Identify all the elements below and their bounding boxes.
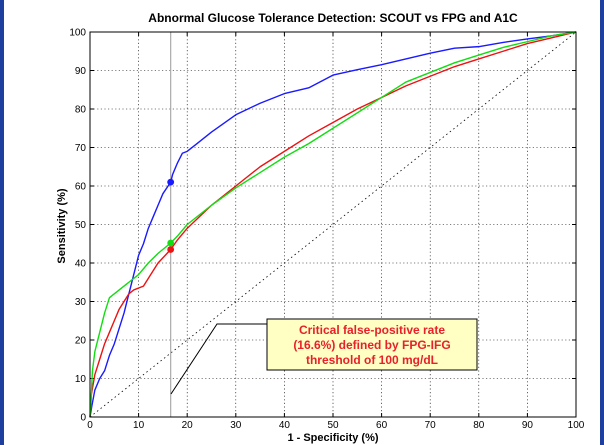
marker-layer xyxy=(167,178,175,253)
y-tick-label: 70 xyxy=(75,143,87,154)
y-tick-label: 20 xyxy=(75,336,87,347)
roc-curve-green xyxy=(89,31,577,418)
y-tick-label: 10 xyxy=(75,374,87,385)
x-axis-label: 1 - Specificity (%) xyxy=(287,432,378,444)
y-tick-label: 50 xyxy=(75,220,87,231)
x-tick-label: 70 xyxy=(425,420,437,431)
annotation-line-1: Critical false-positive rate xyxy=(299,323,445,337)
y-tick-label: 90 xyxy=(75,66,87,77)
x-tick-label: 80 xyxy=(473,420,485,431)
annotation-line-3: threshold of 100 mg/dL xyxy=(306,353,438,367)
left-frame-border xyxy=(0,0,4,445)
operating-point-marker-green xyxy=(167,239,175,247)
annotation-line-2: (16.6%) defined by FPG-IFG xyxy=(293,338,450,352)
x-tick-label: 60 xyxy=(376,420,388,431)
y-tick-label: 60 xyxy=(75,182,87,193)
tick-layer: 0 10 20 30 40 50 60 70 80 90 100 0 10 20 30 40 50 60 70 80 9… xyxy=(69,28,584,432)
roc-curve-blue xyxy=(89,31,577,418)
plot-frame xyxy=(89,31,577,418)
y-tick-label: 100 xyxy=(69,28,86,39)
right-frame-border xyxy=(600,0,604,445)
y-axis-label: Sensitivity (%) xyxy=(56,188,68,264)
chart-title: Abnormal Glucose Tolerance Detection: SC… xyxy=(148,11,518,25)
y-tick-label: 40 xyxy=(75,259,87,270)
x-tick-label: 40 xyxy=(279,420,291,431)
callout-pointer-line xyxy=(170,323,267,395)
y-tick-label: 80 xyxy=(75,105,87,116)
x-tick-label: 100 xyxy=(568,420,585,431)
x-tick-label: 20 xyxy=(182,420,194,431)
x-tick-label: 10 xyxy=(133,420,145,431)
operating-point-marker-red xyxy=(167,246,175,253)
operating-point-marker-blue xyxy=(167,178,175,186)
annotation-box xyxy=(266,318,478,371)
x-tick-label: 30 xyxy=(230,420,242,431)
x-tick-label: 50 xyxy=(327,420,339,431)
series-layer xyxy=(89,31,577,418)
y-tick-label: 30 xyxy=(75,297,87,308)
y-tick-label: 0 xyxy=(80,413,86,424)
x-tick-label: 0 xyxy=(87,420,93,431)
x-tick-label: 90 xyxy=(522,420,534,431)
roc-curve-red xyxy=(89,31,577,418)
